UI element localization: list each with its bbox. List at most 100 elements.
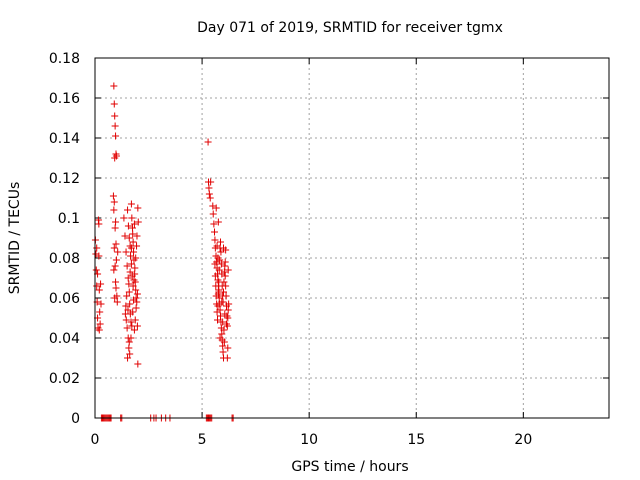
- data-point: [127, 244, 135, 252]
- data-point: [213, 308, 221, 316]
- data-point: [130, 296, 138, 304]
- data-point: [110, 244, 118, 252]
- data-point: [222, 282, 230, 290]
- data-point: [125, 338, 133, 346]
- data-point: [110, 206, 118, 214]
- data-point: [130, 326, 138, 334]
- grid-lines: [95, 58, 609, 418]
- data-points: [91, 82, 237, 422]
- data-point: [112, 256, 120, 264]
- data-point: [205, 190, 213, 198]
- data-point: [133, 232, 141, 240]
- data-point: [207, 178, 215, 186]
- data-point: [126, 300, 134, 308]
- data-point: [127, 260, 135, 268]
- data-point: [121, 232, 129, 240]
- data-point: [129, 230, 137, 238]
- y-tick-label: 0.08: [49, 251, 80, 267]
- y-axis: 0 0.02 0.04 0.06 0.08 0.1 0.12 0.14 0.16 0.18: [49, 51, 609, 427]
- data-point: [111, 154, 119, 162]
- data-point: [130, 248, 138, 256]
- data-point: [212, 204, 220, 212]
- data-point: [96, 320, 104, 328]
- data-point: [205, 184, 213, 192]
- data-point: [124, 274, 132, 282]
- data-point: [113, 298, 121, 306]
- data-point: [213, 242, 221, 250]
- data-point: [225, 300, 233, 308]
- data-point: [95, 220, 103, 228]
- data-point: [217, 312, 225, 320]
- data-point: [97, 280, 105, 288]
- data-point: [221, 258, 229, 266]
- data-point: [206, 194, 214, 202]
- data-point: [112, 240, 120, 248]
- data-point: [220, 326, 228, 334]
- data-point: [214, 302, 222, 310]
- data-point: [210, 220, 218, 228]
- data-point: [133, 322, 141, 330]
- data-point: [112, 218, 120, 226]
- data-point: [111, 262, 119, 270]
- data-point: [125, 280, 133, 288]
- data-point: [224, 344, 232, 352]
- chart-title: Day 071 of 2019, SRMTID for receiver tgm…: [197, 20, 503, 36]
- data-point: [126, 268, 134, 276]
- data-point: [125, 234, 133, 242]
- x-tick-label: 10: [300, 432, 318, 448]
- data-point: [133, 242, 141, 250]
- data-point: [222, 292, 230, 300]
- data-point: [134, 204, 142, 212]
- data-point: [125, 288, 133, 296]
- data-point: [127, 318, 135, 326]
- data-point: [123, 262, 131, 270]
- data-point: [221, 272, 229, 280]
- data-point: [130, 276, 138, 284]
- data-point: [122, 248, 130, 256]
- data-point: [221, 310, 229, 318]
- data-point: [127, 252, 135, 260]
- x-axis-label: GPS time / hours: [291, 459, 408, 475]
- data-point: [211, 260, 219, 268]
- data-point: [128, 214, 136, 222]
- data-point: [212, 282, 220, 290]
- data-point: [96, 308, 104, 316]
- data-point: [220, 244, 227, 252]
- data-point: [219, 318, 227, 326]
- data-point: [211, 228, 219, 236]
- data-point: [93, 244, 101, 252]
- data-point: [113, 292, 121, 300]
- data-point: [132, 286, 140, 294]
- data-point: [130, 220, 138, 228]
- data-point: [218, 298, 226, 306]
- data-point: [124, 354, 132, 362]
- data-point: [126, 350, 134, 358]
- data-point: [95, 326, 103, 334]
- data-point: [224, 306, 232, 314]
- data-point: [92, 266, 100, 274]
- data-point: [131, 316, 139, 324]
- data-point: [110, 198, 118, 206]
- data-point: [134, 360, 142, 368]
- data-point: [214, 316, 222, 324]
- y-tick-label: 0.18: [49, 51, 80, 67]
- data-point: [215, 286, 223, 294]
- data-point: [112, 284, 120, 292]
- data-point: [93, 282, 101, 290]
- data-point: [132, 254, 140, 262]
- data-point: [129, 282, 137, 290]
- data-point: [224, 266, 232, 274]
- data-point: [215, 266, 223, 274]
- data-point: [111, 122, 119, 130]
- data-point: [120, 214, 128, 222]
- data-point: [214, 218, 222, 226]
- data-point: [112, 278, 120, 286]
- y-tick-label: 0.06: [49, 291, 80, 307]
- data-point: [111, 224, 119, 232]
- data-point: [97, 300, 105, 308]
- data-point: [110, 100, 118, 108]
- data-point: [134, 218, 142, 226]
- y-tick-label: 0.14: [49, 131, 80, 147]
- y-axis-label: SRMTID / TECUs: [7, 182, 23, 295]
